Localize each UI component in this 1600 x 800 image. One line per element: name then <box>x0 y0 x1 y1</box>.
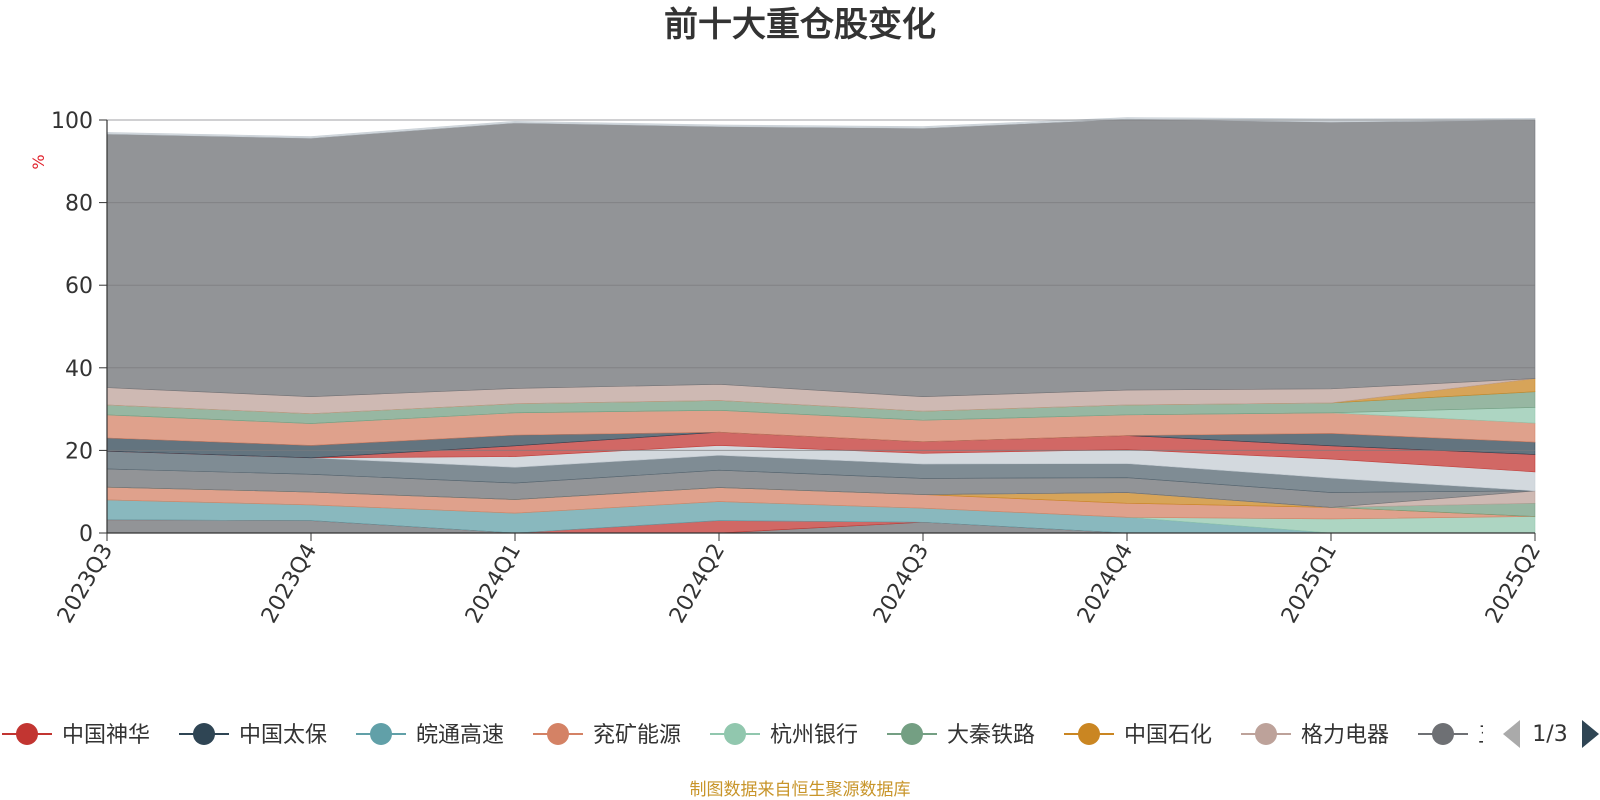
legend-marker-icon <box>1432 723 1454 745</box>
legend-item[interactable]: 格力电器 <box>1241 723 1389 748</box>
legend-item[interactable]: 中国太保 <box>179 723 327 748</box>
legend-marker-icon <box>1255 723 1277 745</box>
x-tick-label: 2024Q4 <box>1073 540 1138 628</box>
legend-marker-icon <box>193 723 215 745</box>
legend-pager: 1/3 <box>1503 720 1599 748</box>
legend-label: 五 <box>1478 723 1500 748</box>
legend-label: 皖通高速 <box>416 723 504 748</box>
legend-label: 格力电器 <box>1301 723 1389 748</box>
y-tick-label: 100 <box>51 109 93 134</box>
legend-label: 中国石化 <box>1124 723 1212 748</box>
legend-label: 兖矿能源 <box>593 723 681 748</box>
chart-title: 前十大重仓股变化 <box>664 5 936 45</box>
legend-label: 中国神华 <box>62 723 150 748</box>
legend-marker-icon <box>1078 723 1100 745</box>
legend-item[interactable]: 皖通高速 <box>356 723 504 748</box>
legend: 中国神华 中国太保 皖通高速 兖矿能源 杭州银行 大秦铁路 中国石化 格力电器 五 <box>2 723 1500 748</box>
legend-label: 大秦铁路 <box>947 723 1035 748</box>
axes <box>106 120 1535 534</box>
legend-marker-icon <box>901 723 923 745</box>
y-axis-label: % <box>29 154 48 169</box>
legend-marker-icon <box>724 723 746 745</box>
legend-item[interactable]: 大秦铁路 <box>887 723 1035 748</box>
x-tick-label: 2024Q3 <box>869 540 934 628</box>
y-tick-label: 60 <box>65 274 93 299</box>
legend-prev-arrow-icon[interactable] <box>1503 720 1520 748</box>
legend-marker-icon <box>547 723 569 745</box>
x-tick-label: 2025Q2 <box>1481 540 1546 628</box>
x-tick-label: 2024Q1 <box>461 540 526 628</box>
legend-marker-icon <box>370 723 392 745</box>
legend-item[interactable]: 中国神华 <box>2 723 150 748</box>
legend-item[interactable]: 中国石化 <box>1064 723 1212 748</box>
legend-item[interactable]: 杭州银行 <box>710 723 858 748</box>
legend-marker-icon <box>16 723 38 745</box>
legend-item[interactable]: 五 <box>1418 723 1500 748</box>
source-note: 制图数据来自恒生聚源数据库 <box>690 780 911 800</box>
y-tick-label: 0 <box>79 522 93 547</box>
x-tick-label: 2023Q4 <box>257 540 322 628</box>
area-series-18[interactable] <box>106 118 1536 398</box>
y-tick-label: 40 <box>65 357 93 382</box>
y-tick-label: 20 <box>65 439 93 464</box>
y-ticks: 0 20 40 60 80 100 <box>51 109 107 547</box>
x-ticks: 2023Q3 2023Q4 2024Q1 2024Q2 2024Q3 2024Q4 2025… <box>53 533 1546 628</box>
plot-areas <box>106 117 1536 534</box>
legend-item[interactable]: 兖矿能源 <box>533 723 681 748</box>
x-tick-label: 2025Q1 <box>1277 540 1342 628</box>
legend-label: 中国太保 <box>239 723 327 748</box>
y-tick-label: 80 <box>65 192 93 217</box>
legend-label: 杭州银行 <box>770 723 858 748</box>
x-tick-label: 2024Q2 <box>665 540 730 628</box>
legend-page-indicator: 1/3 <box>1532 722 1567 747</box>
grid-lines <box>107 119 1535 451</box>
legend-next-arrow-icon[interactable] <box>1582 720 1599 748</box>
x-tick-label: 2023Q3 <box>53 540 118 628</box>
